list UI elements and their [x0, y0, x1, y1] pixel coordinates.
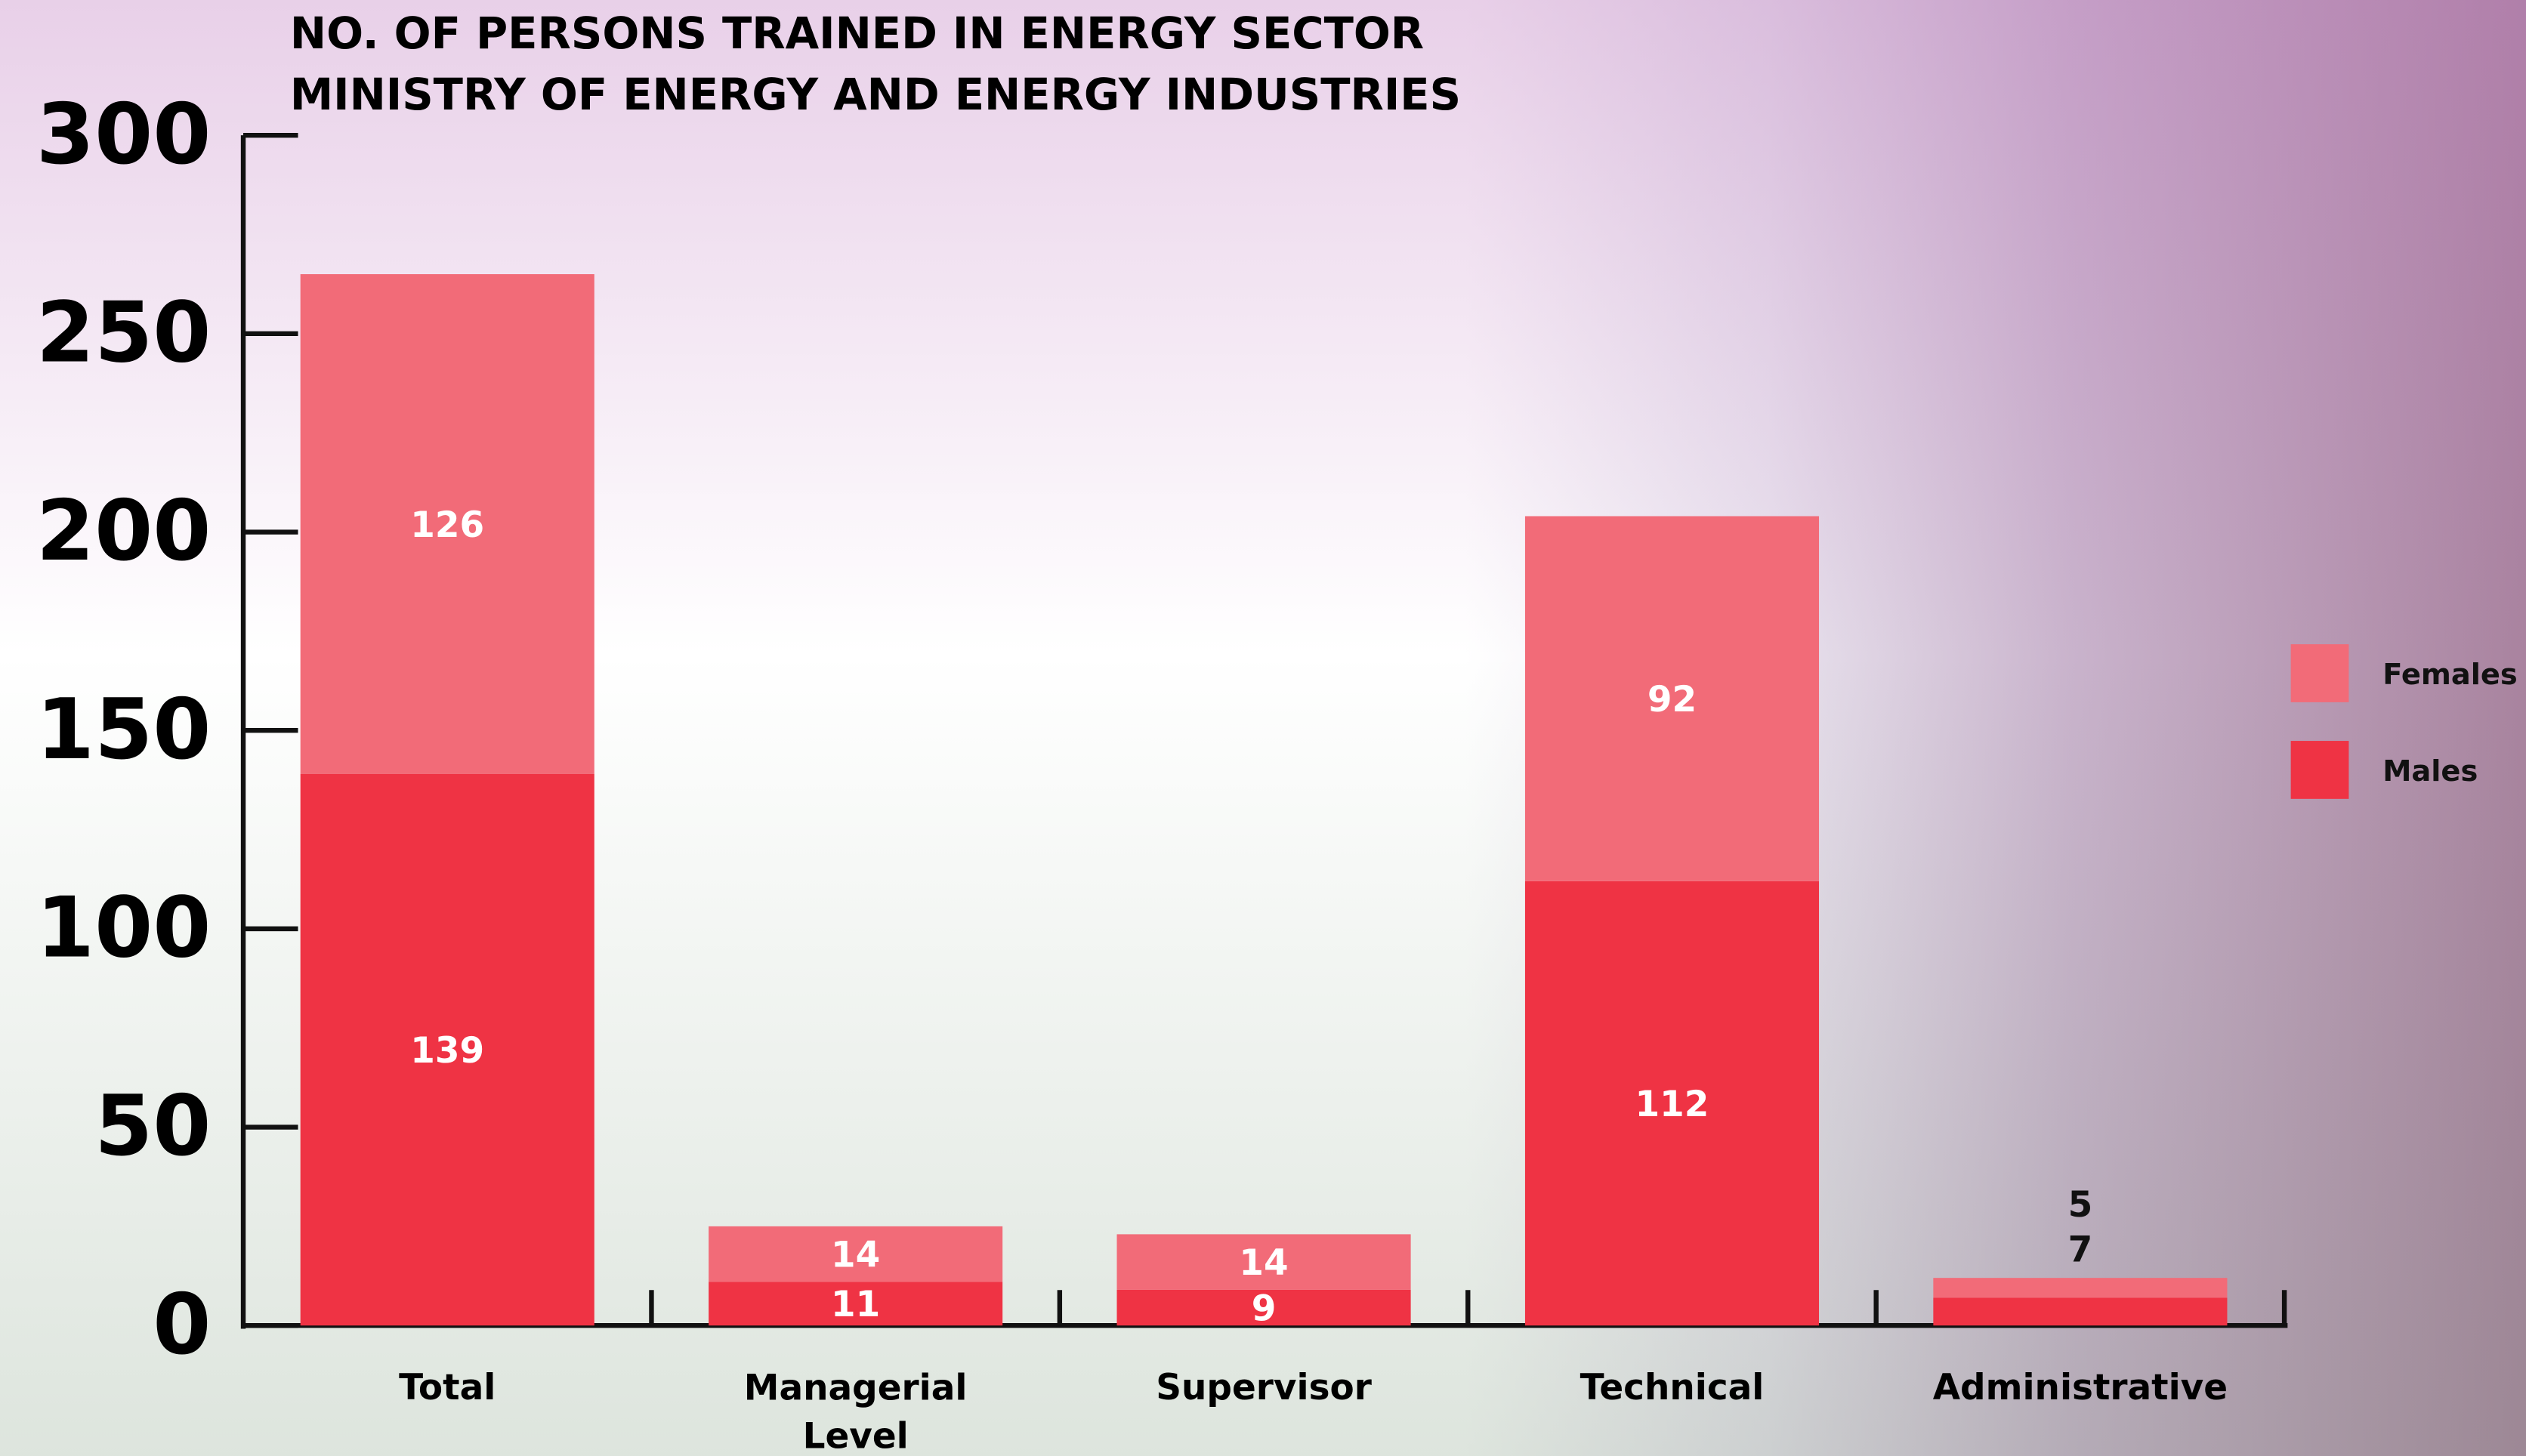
legend-swatch: [2291, 644, 2349, 702]
y-tick-label: 50: [94, 1078, 211, 1175]
value-label: 5: [2068, 1184, 2093, 1226]
value-label: 139: [410, 1030, 484, 1072]
chart-title: NO. OF PERSONS TRAINED IN ENERGY SECTOR: [290, 8, 1424, 59]
value-label: 92: [1647, 679, 1697, 720]
chart-subtitle: MINISTRY OF ENERGY AND ENERGY INDUSTRIES: [290, 69, 1461, 120]
legend-label: Males: [2382, 754, 2478, 788]
bar-segment: [1933, 1278, 2227, 1297]
value-label: 9: [1252, 1288, 1277, 1329]
value-label: 14: [1239, 1242, 1288, 1284]
x-tick-label: Total: [399, 1367, 496, 1408]
value-label: 11: [831, 1284, 880, 1325]
bar-segment: [1933, 1297, 2227, 1325]
value-label: 112: [1635, 1084, 1709, 1125]
y-tick-label: 0: [153, 1276, 211, 1374]
legend-swatch: [2291, 741, 2349, 799]
legend-label: Females: [2382, 658, 2518, 692]
page: {"chart_data": {"type": "stacked-bar", "…: [0, 0, 2526, 1456]
y-tick-label: 300: [36, 86, 211, 184]
y-tick-label: 250: [36, 285, 211, 382]
y-tick-label: 100: [36, 880, 211, 977]
chart: NO. OF PERSONS TRAINED IN ENERGY SECTOR …: [0, 0, 2526, 1456]
y-tick-label: 200: [36, 483, 211, 580]
y-tick-label: 150: [36, 681, 211, 779]
x-tick-label: Administrative: [1933, 1367, 2228, 1408]
x-tick-label: Supervisor: [1156, 1367, 1372, 1408]
x-tick-label: Technical: [1580, 1367, 1765, 1408]
value-label: 7: [2068, 1229, 2093, 1271]
value-label: 126: [410, 504, 484, 546]
value-label: 14: [831, 1234, 880, 1276]
